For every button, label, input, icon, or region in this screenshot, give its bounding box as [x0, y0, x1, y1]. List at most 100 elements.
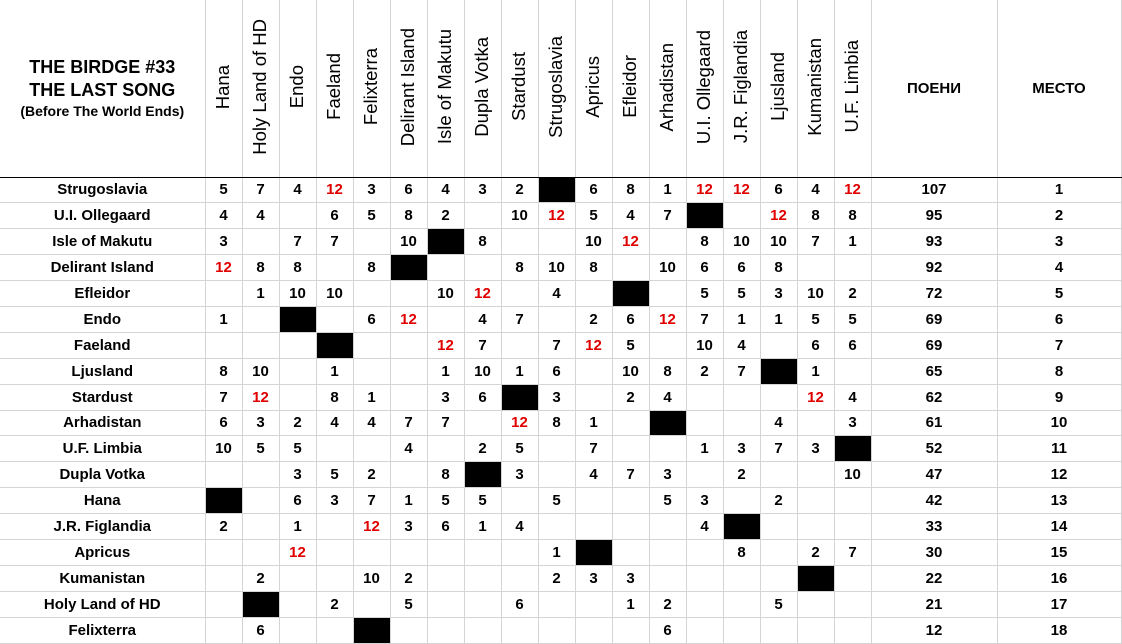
column-header: Dupla Votka — [464, 0, 502, 178]
vote-cell — [834, 513, 872, 540]
vote-cell — [760, 539, 798, 566]
vote-cell: 6 — [353, 306, 391, 333]
vote-cell: 7 — [205, 384, 243, 411]
vote-cell: 12 — [464, 280, 502, 307]
vote-cell: 1 — [760, 306, 798, 333]
country-name: Efleidor — [0, 280, 206, 307]
self-vote-cell — [575, 539, 613, 566]
vote-cell — [760, 461, 798, 489]
vote-cell — [501, 539, 539, 566]
vote-cell — [279, 617, 317, 644]
column-header-label: U.I. Ollegaard — [693, 29, 715, 144]
vote-cell — [242, 332, 280, 359]
self-vote-cell — [834, 435, 872, 463]
column-header: J.R. Figlandia — [723, 0, 761, 178]
vote-cell — [390, 332, 428, 359]
vote-cell: 10 — [834, 461, 872, 489]
table-row: Arhadistan 6 3 2 4 4 7 7 12 8 1 4 3 61 10 — [0, 410, 1122, 437]
vote-cell: 4 — [760, 410, 798, 437]
country-name: Stardust — [0, 384, 206, 411]
vote-cell: 10 — [279, 280, 317, 307]
vote-cell: 3 — [538, 384, 576, 411]
vote-cell: 7 — [279, 228, 317, 256]
vote-cell: 12 — [797, 384, 835, 411]
vote-cell: 1 — [242, 280, 280, 307]
country-name: Hana — [0, 487, 206, 515]
vote-cell: 2 — [353, 461, 391, 489]
vote-cell: 4 — [649, 384, 687, 411]
place-rank: 7 — [997, 332, 1122, 359]
vote-cell: 7 — [723, 358, 761, 385]
vote-cell: 4 — [723, 332, 761, 359]
vote-cell — [575, 358, 613, 385]
points-header: ПОЕНИ — [870, 0, 998, 178]
place-rank: 16 — [997, 565, 1122, 592]
place-rank: 17 — [997, 591, 1122, 618]
vote-cell: 5 — [279, 435, 317, 463]
self-vote-cell — [501, 384, 539, 411]
vote-cell: 8 — [316, 384, 354, 411]
vote-cell — [464, 539, 502, 566]
vote-cell — [834, 591, 872, 618]
vote-cell — [501, 565, 539, 592]
vote-cell: 7 — [575, 435, 613, 463]
vote-cell — [205, 461, 243, 489]
vote-cell — [575, 513, 613, 540]
vote-cell — [612, 617, 650, 644]
points-total: 42 — [870, 487, 998, 515]
country-name: Strugoslavia — [0, 177, 206, 204]
country-name: U.I. Ollegaard — [0, 202, 206, 230]
vote-cell: 4 — [575, 461, 613, 489]
vote-cell: 2 — [464, 435, 502, 463]
vote-cell: 5 — [686, 280, 724, 307]
vote-cell: 2 — [427, 202, 465, 230]
vote-cell: 6 — [390, 177, 428, 204]
place-rank: 1 — [997, 177, 1122, 204]
vote-cell: 4 — [279, 177, 317, 204]
table-row: Holy Land of HD 2 5 6 1 2 5 21 17 — [0, 591, 1122, 618]
vote-cell: 2 — [242, 565, 280, 592]
vote-cell — [464, 254, 502, 282]
vote-cell: 2 — [612, 384, 650, 411]
vote-cell — [612, 435, 650, 463]
vote-cell — [649, 435, 687, 463]
vote-cell: 12 — [723, 177, 761, 204]
vote-cell — [390, 280, 428, 307]
vote-cell — [279, 384, 317, 411]
vote-cell — [723, 591, 761, 618]
vote-cell — [242, 539, 280, 566]
table-row: Stardust 7 12 8 1 3 6 3 2 4 12 4 62 9 — [0, 384, 1122, 411]
vote-cell: 12 — [760, 202, 798, 230]
vote-cell — [760, 384, 798, 411]
vote-cell: 6 — [723, 254, 761, 282]
vote-cell: 6 — [538, 358, 576, 385]
vote-cell: 6 — [427, 513, 465, 540]
vote-cell — [538, 435, 576, 463]
place-rank: 9 — [997, 384, 1122, 411]
vote-cell — [686, 591, 724, 618]
vote-cell: 2 — [649, 591, 687, 618]
country-name: Holy Land of HD — [0, 591, 206, 618]
column-header-label: Dupla Votka — [471, 36, 493, 137]
vote-cell: 1 — [279, 513, 317, 540]
vote-cell: 12 — [390, 306, 428, 333]
points-total: 69 — [870, 306, 998, 333]
table-row: Faeland 12 7 7 12 5 10 4 6 6 69 7 — [0, 332, 1122, 359]
vote-cell — [575, 280, 613, 307]
table-row: Felixterra 6 6 12 18 — [0, 617, 1122, 644]
column-header: Holy Land of HD — [242, 0, 280, 178]
self-vote-cell — [353, 617, 391, 644]
table-row: Efleidor 1 10 10 10 12 4 5 5 3 10 2 72 5 — [0, 280, 1122, 307]
vote-cell: 8 — [427, 461, 465, 489]
table-row: Hana 6 3 7 1 5 5 5 5 3 2 42 13 — [0, 487, 1122, 515]
column-header-label: Holy Land of HD — [249, 18, 271, 155]
vote-cell — [501, 487, 539, 515]
vote-cell: 3 — [353, 177, 391, 204]
self-vote-cell — [538, 177, 576, 204]
vote-cell — [575, 384, 613, 411]
vote-cell: 5 — [353, 202, 391, 230]
vote-cell — [316, 513, 354, 540]
vote-cell — [427, 539, 465, 566]
vote-cell: 8 — [760, 254, 798, 282]
